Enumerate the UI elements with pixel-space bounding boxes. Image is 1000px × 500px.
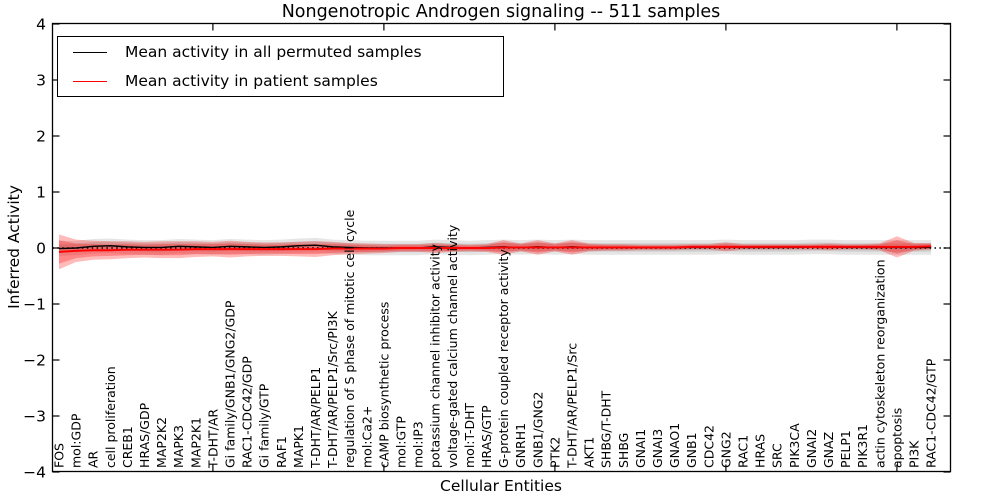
x-category-label: T-DHT/AR/PELP1/Src/PI3K <box>325 311 340 469</box>
x-category-label: cell proliferation <box>103 366 118 468</box>
x-category-label: HRAS <box>753 434 768 468</box>
x-category-label: T-DHT/AR/PELP1 <box>308 367 323 469</box>
x-category-label: T-DHT/AR/PELP1/Src <box>565 343 580 469</box>
x-category-label: MAPK3 <box>171 425 186 468</box>
x-axis-label: Cellular Entities <box>440 477 562 495</box>
x-category-label: GNAI2 <box>804 429 819 468</box>
x-category-label: RAC1-CDC42/GDP <box>240 356 255 468</box>
x-category-label: GNG2 <box>718 431 733 468</box>
y-tick-label: −1 <box>23 296 46 314</box>
x-category-label: MAP2K1 <box>188 417 203 468</box>
y-tick-label: 1 <box>36 184 46 202</box>
legend-label-patient: Mean activity in patient samples <box>125 72 378 90</box>
x-category-label: GNAZ <box>821 432 836 468</box>
x-category-label: GNAI1 <box>633 429 648 468</box>
x-category-label: mol:IP3 <box>411 421 426 468</box>
x-category-label: GNRH1 <box>513 423 528 468</box>
legend-line-patient <box>73 80 107 82</box>
x-category-label: FOS <box>52 443 67 468</box>
y-tick-label: −2 <box>23 352 46 370</box>
x-category-label: PIK3CA <box>787 423 802 468</box>
x-category-label: T-DHT/AR <box>205 409 220 469</box>
x-category-label: GNAI3 <box>650 429 665 468</box>
x-category-label: Gi family/GNB1/GNG2/GDP <box>223 300 238 468</box>
x-category-label: PTK2 <box>547 437 562 468</box>
x-category-label: GNB1/GNG2 <box>530 392 545 468</box>
x-category-label: CDC42 <box>701 425 716 468</box>
y-tick-label: −3 <box>23 408 46 426</box>
x-category-label: G-protein coupled receptor activity <box>496 249 511 468</box>
x-category-label: actin cytoskeleton reorganization <box>872 259 887 468</box>
x-category-label: regulation of S phase of mitotic cell cy… <box>342 209 357 468</box>
legend-entry-permuted: Mean activity in all permuted samples <box>58 38 503 67</box>
x-category-label: mol:T-DHT <box>462 402 477 468</box>
x-category-label: cAMP biosynthetic process <box>376 302 391 468</box>
y-tick-label: 0 <box>36 240 46 258</box>
x-category-label: RAC1-CDC42/GTP <box>924 358 939 468</box>
legend-entry-patient: Mean activity in patient samples <box>58 67 503 96</box>
y-tick-label: −4 <box>23 464 46 482</box>
x-category-label: AKT1 <box>582 437 597 468</box>
x-category-label: voltage-gated calcium channel activity <box>445 224 460 468</box>
x-category-label: RAC1 <box>736 435 751 468</box>
y-tick-label: 3 <box>36 72 46 90</box>
chart-title: Nongenotropic Androgen signaling -- 511 … <box>281 2 721 22</box>
x-category-label: SHBG <box>616 433 631 468</box>
x-category-label: Gi family/GTP <box>257 383 272 468</box>
x-category-label: mol:GDP <box>69 413 84 468</box>
x-category-label: PIK3R1 <box>855 424 870 468</box>
x-category-label: MAP2K2 <box>154 417 169 468</box>
x-category-label: potassium channel inhibitor activity <box>428 243 443 468</box>
patient-band-outer <box>59 234 932 270</box>
y-tick-label: 2 <box>36 128 46 146</box>
y-tick-label: 4 <box>36 16 46 34</box>
x-category-label: HRAS/GTP <box>479 405 494 468</box>
legend: Mean activity in all permuted samples Me… <box>57 36 504 97</box>
x-category-label: GNB1 <box>684 432 699 468</box>
legend-label-permuted: Mean activity in all permuted samples <box>125 43 422 61</box>
legend-line-permuted <box>73 51 107 53</box>
x-category-label: mol:Ca2+ <box>359 406 374 468</box>
x-category-label: SRC <box>770 443 785 468</box>
x-category-label: apoptosis <box>889 408 904 468</box>
x-category-label: mol:GTP <box>394 416 409 468</box>
x-category-label: GNAO1 <box>667 423 682 468</box>
x-category-label: CREB1 <box>120 426 135 468</box>
x-category-label: MAPK1 <box>291 425 306 468</box>
x-category-label: SHBG/T-DHT <box>599 390 614 468</box>
patient-mean-line <box>58 245 932 253</box>
x-category-label: AR <box>86 450 101 468</box>
x-category-label: PI3K <box>907 440 922 468</box>
x-category-label: PELP1 <box>838 430 853 468</box>
x-category-label: RAF1 <box>274 436 289 468</box>
x-category-label: HRAS/GDP <box>137 402 152 468</box>
